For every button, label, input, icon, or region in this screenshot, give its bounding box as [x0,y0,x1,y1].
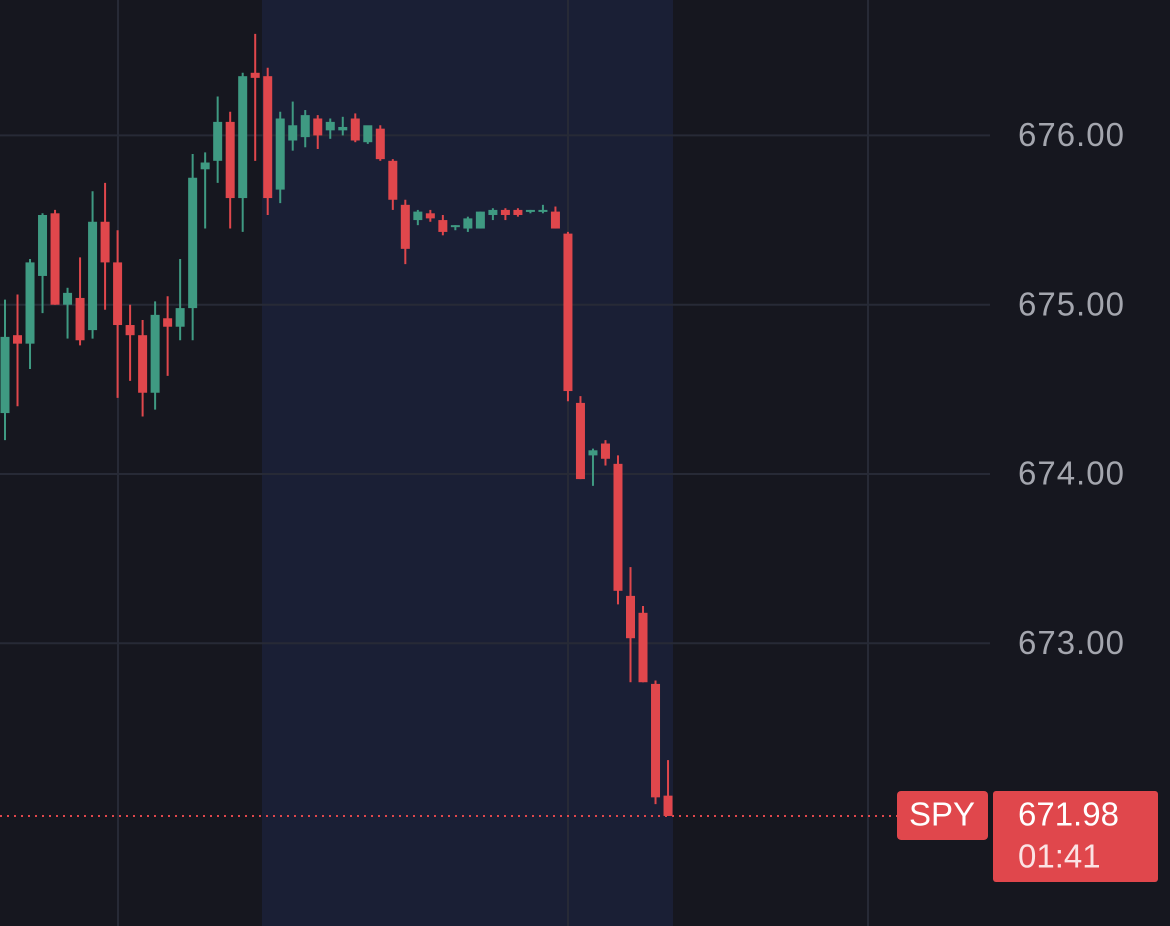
candle-body [288,125,298,141]
candle-body [563,233,573,392]
y-tick-label: 673.00 [1018,624,1125,661]
candle-body [550,211,560,229]
candle-body [200,162,210,170]
candle-body [525,209,535,212]
candle-body [50,213,60,305]
y-tick-label: 674.00 [1018,455,1125,492]
candle-body [575,402,585,480]
candle-body [338,126,348,131]
y-tick-label: 675.00 [1018,285,1125,322]
grid: 673.00 674.00 675.00 676.00 [0,116,1125,661]
candle-body [300,115,310,138]
candle-body [475,211,485,229]
candle-body [63,292,73,305]
candle-body [100,221,110,263]
candle-body [0,336,10,414]
candle-body [651,683,661,798]
candle-body [75,297,85,341]
candle-body [225,121,235,199]
candle-body [213,121,223,161]
candle-body [38,214,48,276]
candle-body [350,118,360,141]
candle-body [388,160,398,200]
candle-body [375,128,385,160]
symbol-label: SPY [909,796,975,833]
candle-body [313,118,323,136]
candle-body [413,211,423,221]
candles [0,33,673,816]
y-tick-label: 676.00 [1018,116,1125,153]
candle-body [275,118,285,190]
price-badge [993,790,1158,882]
overlay: SPY 671.98 01:41 [0,790,1158,882]
candle-body [325,121,335,131]
candle-body [250,72,260,78]
candle-body [463,218,473,229]
candle-body [425,213,435,219]
session-highlight [262,0,673,926]
candle-body [363,125,373,143]
countdown-label: 01:41 [1018,838,1101,875]
candle-body [25,262,35,344]
candle-body [13,335,23,344]
candle-body [513,209,523,215]
candle-body [613,463,623,591]
last-price-label: 671.98 [1018,796,1119,833]
candle-body [88,221,98,331]
candle-body [588,450,598,456]
candle-body [150,314,160,393]
candle-body [488,209,498,215]
symbol-badge [897,790,988,840]
candle-body [663,795,673,816]
candle-body [438,220,448,232]
candle-body [263,76,273,199]
candle-body [600,443,610,459]
candle-body [626,595,635,639]
candle-body [113,262,123,326]
candle-body [163,318,173,327]
candle-body [238,76,248,199]
candle-body [138,335,148,393]
candle-body [175,308,185,327]
candle-body [500,209,510,215]
candle-body [188,177,198,309]
candle-body [638,612,648,683]
candle-body [538,209,548,212]
candle-body [450,225,460,228]
candle-body [400,204,410,249]
candle-body [125,325,135,336]
